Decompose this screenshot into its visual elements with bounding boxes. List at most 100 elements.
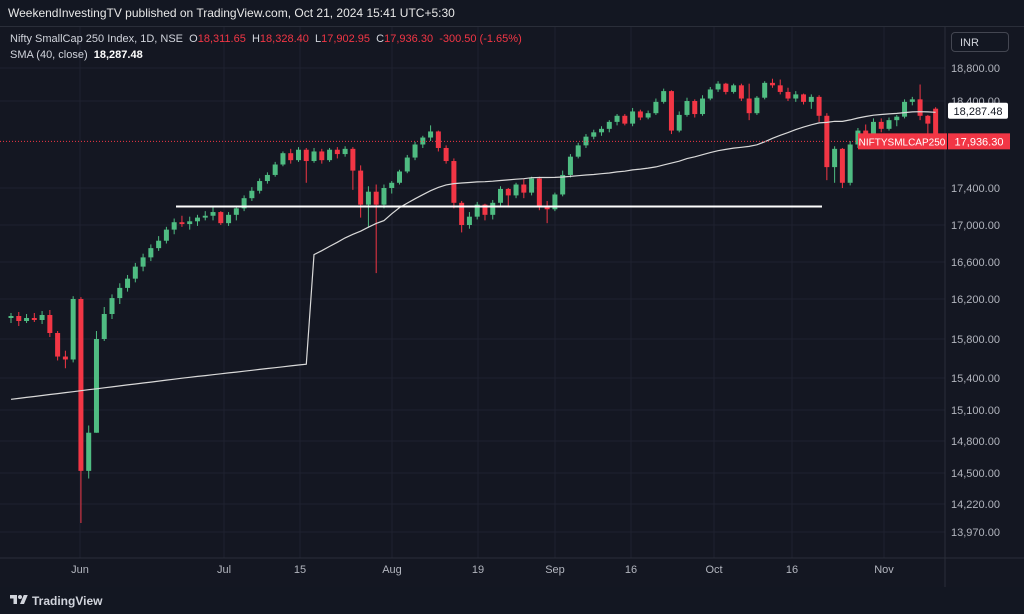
candle-body [187, 221, 193, 225]
candle-body [466, 216, 472, 225]
sma-price-tag [948, 102, 1008, 119]
candle-body [342, 148, 348, 155]
candle-body [8, 316, 14, 318]
currency-button[interactable]: INR [951, 32, 1009, 52]
brand-name: TradingView [32, 594, 103, 608]
high-value: 18,328.40 [259, 33, 309, 45]
candle-body [521, 184, 527, 193]
x-tick-label: Nov [874, 564, 894, 576]
candle-body [194, 217, 200, 222]
candle-body [435, 131, 441, 148]
candle-body [428, 131, 434, 138]
candle-body [264, 174, 270, 182]
close-label: C [376, 33, 385, 45]
last-price-tag [948, 133, 1010, 150]
y-tick-label: 17,000.00 [951, 220, 1000, 232]
candle-body [109, 298, 115, 314]
candle-body [288, 153, 294, 161]
candle-body [498, 188, 504, 203]
candle-body [474, 204, 480, 217]
candle-body [373, 191, 379, 205]
high-label: H [251, 33, 260, 45]
candle-body [552, 194, 558, 210]
x-tick-label: 16 [786, 564, 798, 576]
candle-body [55, 333, 61, 357]
candle-body [319, 151, 325, 161]
x-tick-label: 15 [294, 564, 306, 576]
candle-body [226, 214, 232, 224]
symbol-tag [858, 133, 947, 150]
candle-body [47, 315, 53, 333]
x-tick-label: Jun [71, 564, 89, 576]
candle-body [777, 85, 783, 92]
candle-body [645, 113, 651, 118]
symbol-legend: Nifty SmallCap 250 Index, 1D, NSE O18,31… [10, 33, 522, 45]
candle-body [933, 108, 939, 142]
publish-bar: WeekendInvestingTV published on TradingV… [0, 0, 1024, 27]
candle-body [599, 128, 605, 133]
candle-body [404, 157, 410, 172]
chart-area[interactable] [0, 27, 1024, 587]
candle-body [684, 101, 690, 115]
candle-body [140, 257, 146, 267]
candle-body [125, 278, 131, 288]
candle-body [70, 299, 76, 360]
candle-body [700, 98, 706, 115]
y-tick-label: 14,220.00 [951, 499, 1000, 511]
candle-body [614, 115, 620, 122]
candle-body [886, 120, 892, 129]
y-tick-label: 16,600.00 [951, 257, 1000, 269]
candle-body [785, 91, 791, 99]
candle-body [653, 101, 659, 114]
candle-body [863, 130, 869, 136]
x-tick-label: Jul [217, 564, 231, 576]
candle-body [622, 115, 628, 124]
candle-body [101, 314, 107, 339]
candle-body [824, 115, 830, 168]
y-tick-label: 18,800.00 [951, 63, 1000, 75]
x-tick-label: Aug [382, 564, 402, 576]
candle-body [505, 188, 511, 196]
candle-body [816, 96, 822, 116]
candle-body [420, 137, 426, 145]
candle-body [707, 89, 713, 99]
candle-body [801, 94, 807, 102]
candle-body [132, 266, 138, 279]
candle-body [381, 188, 387, 205]
candle-body [591, 132, 597, 137]
candle-body [459, 202, 465, 225]
candle-body [567, 156, 573, 175]
candle-body [878, 121, 884, 129]
x-tick-label: 19 [472, 564, 484, 576]
candle-body [909, 99, 915, 102]
candle-body [93, 339, 99, 433]
candle-body [513, 184, 519, 196]
x-tick-label: Oct [705, 564, 722, 576]
y-tick-label: 14,500.00 [951, 468, 1000, 480]
last-price-text: 17,936.30 [955, 136, 1004, 148]
candle-body [575, 145, 581, 157]
candle-body [529, 178, 535, 193]
candle-body [925, 115, 931, 124]
candle-body [855, 130, 861, 145]
candle-body [156, 240, 162, 249]
candle-body [249, 190, 255, 199]
candle-body [738, 85, 744, 99]
candle-body [241, 198, 247, 209]
candle-body [78, 299, 84, 471]
close-value: 17,936.30 [384, 33, 434, 45]
sma-value: 18,287.48 [93, 49, 143, 61]
candle-body [723, 83, 729, 92]
change-value: -300.50 (-1.65%) [439, 33, 522, 45]
open-value: 18,311.65 [197, 33, 246, 45]
candle-body [280, 153, 286, 165]
candle-body [272, 164, 278, 175]
candle-body [606, 121, 612, 129]
candle-body [894, 116, 900, 121]
candle-body [303, 149, 309, 162]
candle-body [295, 149, 301, 161]
candle-body [443, 147, 449, 162]
candle-body [692, 101, 698, 115]
